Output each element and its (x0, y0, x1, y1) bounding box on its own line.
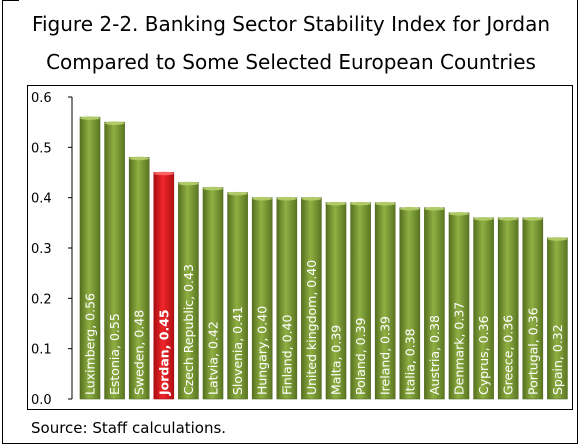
bar-cap (203, 186, 223, 191)
bar-cap (227, 191, 248, 196)
bar-cap (252, 196, 273, 201)
y-tick-label: 0.2 (31, 292, 52, 307)
y-axis: 0.0 0.1 0.2 0.3 0.4 0.5 0.6 (31, 91, 73, 408)
bar-data-label: Cyprus, 0.36 (476, 316, 491, 395)
y-tick-label: 0.1 (31, 343, 52, 358)
bar-cap (424, 206, 445, 211)
bar-data-label: Luximberg, 0.56 (83, 293, 98, 395)
bar-data-label: Ireland, 0.39 (378, 316, 393, 395)
bar-cap (375, 201, 396, 206)
bar-cap (80, 116, 100, 120)
bar-data-label: Greece, 0.36 (501, 315, 516, 395)
bar-data-label: Denmark, 0.37 (452, 302, 467, 395)
bar-data-label: Czech Republic, 0.43 (181, 264, 196, 395)
bar-cap (473, 217, 494, 221)
source-note: Source: Staff calculations. (31, 419, 227, 437)
bar-data-label: Malta, 0.39 (329, 325, 344, 395)
bar-data-label: Latvia, 0.42 (206, 321, 221, 395)
bar-data-label: United kingdom, 0.40 (304, 260, 319, 395)
y-tick-label: 0.5 (31, 141, 52, 156)
chart-area: 0.0 0.1 0.2 0.3 0.4 0.5 0.6 Luximberg, 0.56 Est… (27, 85, 573, 410)
bar-cap (350, 201, 371, 206)
bar-cap (547, 237, 568, 241)
y-tick-label: 0.6 (31, 91, 52, 106)
bar-data-label: Finland, 0.40 (279, 315, 294, 395)
bar-cap (522, 217, 543, 221)
figure-title-line-2: Compared to Some Selected European Count… (46, 50, 536, 74)
bars (79, 116, 568, 400)
bar-cap (498, 217, 519, 221)
bar-cap (326, 201, 346, 206)
bar-data-label: Spain, 0.32 (550, 324, 565, 395)
bar-chart: 0.0 0.1 0.2 0.3 0.4 0.5 0.6 Luximberg, 0.56 Est… (31, 91, 568, 408)
bar-data-label: Poland, 0.39 (353, 317, 368, 395)
bar-data-label: Slovenia, 0.41 (230, 306, 245, 395)
bar-cap (399, 206, 420, 211)
bar-cap (129, 156, 150, 161)
y-tick-label: 0.3 (31, 242, 52, 257)
bar-data-label: Estonia, 0.55 (107, 313, 122, 395)
bar-data-label: Italia, 0.38 (402, 328, 417, 395)
bar-cap (104, 121, 125, 125)
bar-cap (301, 196, 322, 201)
bar-data-label: Jordan, 0.45 (156, 309, 171, 396)
bar-data-label: Austria, 0.38 (427, 315, 442, 395)
y-tick-label: 0.4 (31, 192, 52, 207)
bar-labels: Luximberg, 0.56 Estonia, 0.55 Sweden, 0.48… (83, 260, 565, 396)
bar-cap (153, 171, 174, 176)
bar-cap (276, 196, 297, 201)
bar-cap (178, 181, 199, 186)
bar-data-label: Portugal, 0.36 (525, 307, 540, 395)
bar-data-label: Hungary, 0.40 (255, 306, 270, 395)
frame-top-edge (3, 0, 19, 1)
bar-data-label: Sweden, 0.48 (132, 310, 147, 395)
y-tick-label: 0.0 (31, 393, 52, 408)
figure-title-line-1: Figure 2-2. Banking Sector Stability Ind… (31, 12, 551, 36)
bar-cap (449, 211, 469, 216)
